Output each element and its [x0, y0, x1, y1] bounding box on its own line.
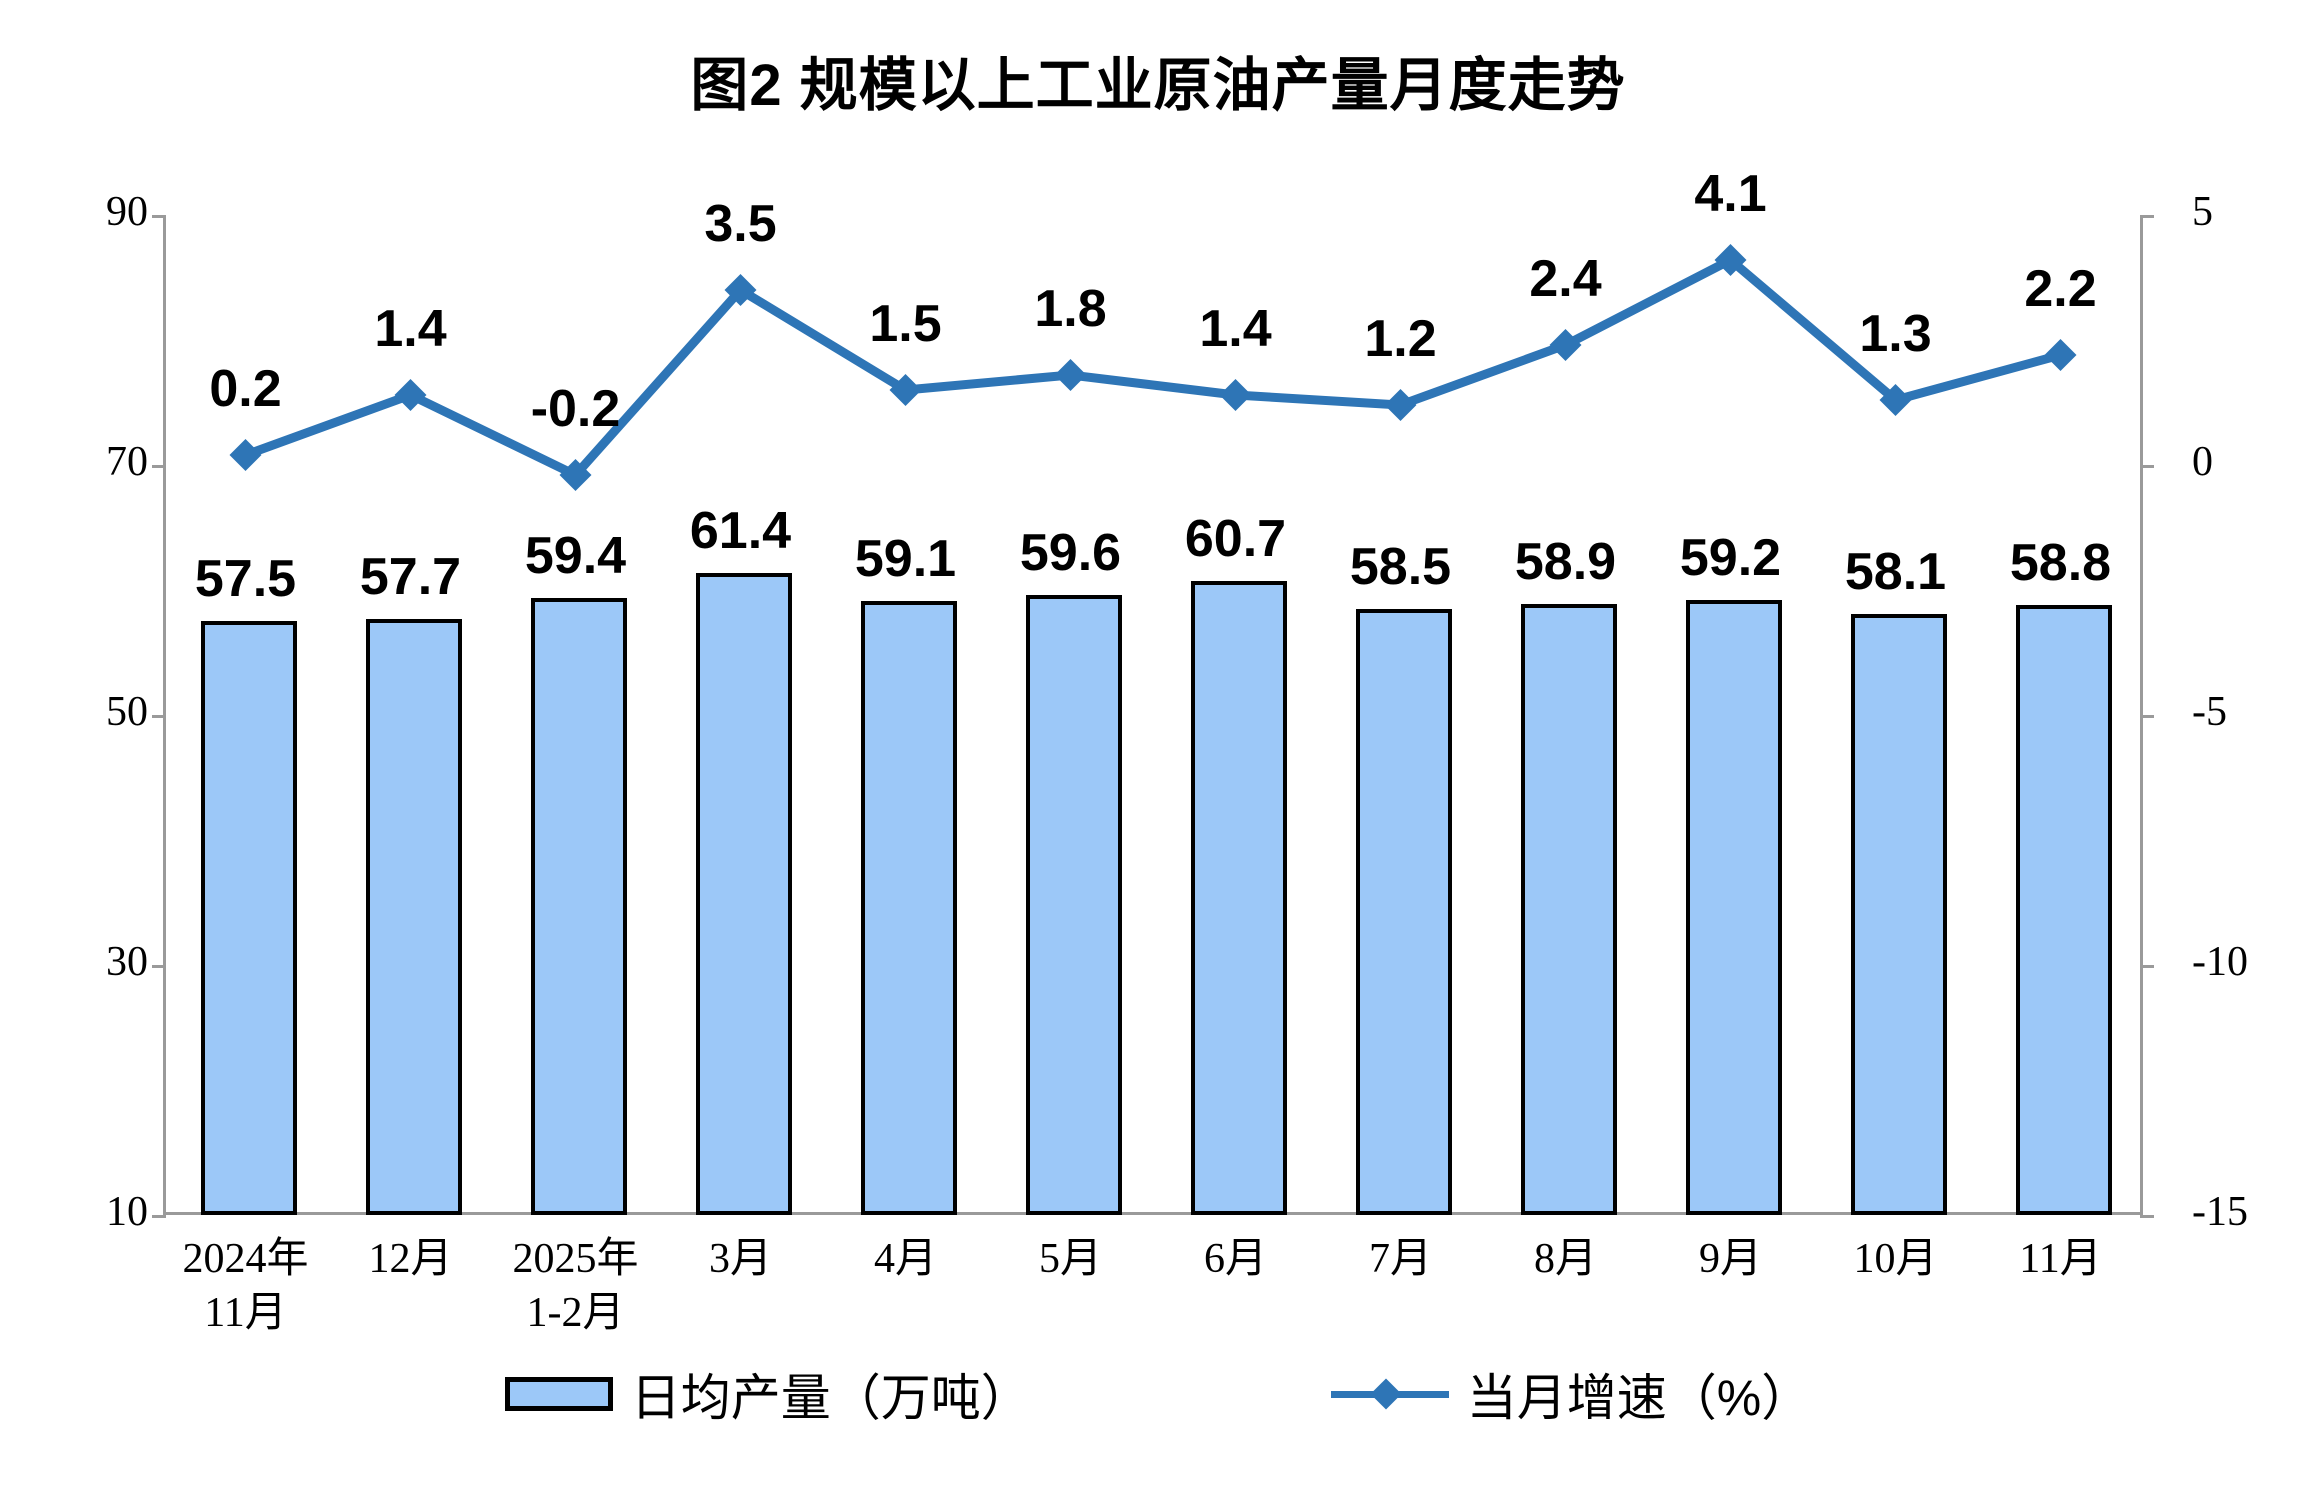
x-axis-category-label: 2025年 1-2月: [512, 1236, 639, 1336]
bar-value-label: 59.6: [1019, 524, 1122, 582]
y-axis-right-tick-mark: [2140, 215, 2154, 218]
line-value-label: 1.8: [1034, 280, 1107, 338]
bar: [1190, 581, 1287, 1215]
x-axis-category-label: 3月: [708, 1236, 772, 1282]
x-axis-category-label: 6月: [1203, 1236, 1267, 1282]
bar: [530, 597, 627, 1215]
line-value-label: 2.2: [2024, 260, 2097, 318]
bar: [1685, 600, 1782, 1215]
line-value-label: 1.3: [1859, 305, 1932, 363]
chart-legend: 日均产量（万吨） 当月增速（%）: [0, 1358, 2316, 1430]
line-value-label: 0.2: [209, 360, 282, 418]
line-marker-diamond: [559, 459, 592, 491]
legend-label-growth-rate: 当月增速（%）: [1466, 1370, 1812, 1426]
line-marker-diamond: [1384, 389, 1417, 421]
y-axis-right: 5 0 -5 -10 -15: [2166, 189, 2286, 1235]
y-axis-right-tick: -5: [2192, 689, 2227, 735]
bar-value-label: 57.5: [194, 550, 297, 609]
line-marker-diamond: [889, 374, 922, 406]
bar: [860, 601, 957, 1215]
x-axis-category-label: 12月: [368, 1236, 453, 1282]
bar-value-label: 60.7: [1184, 510, 1287, 569]
y-axis-left: 90 70 50 30 10: [28, 189, 148, 1235]
y-axis-right-tick-mark: [2140, 1215, 2154, 1218]
bar-value-label: 59.2: [1679, 529, 1782, 587]
y-axis-right-tick: -10: [2192, 939, 2248, 985]
line-marker-diamond: [394, 379, 427, 411]
y-axis-left-tick: 30: [106, 939, 148, 985]
x-axis-category-label: 9月: [1698, 1236, 1762, 1282]
bar-value-label: 58.5: [1349, 537, 1452, 596]
x-axis-category-label: 5月: [1038, 1236, 1102, 1282]
bar: [1850, 613, 1947, 1215]
line-value-label: 1.4: [374, 300, 447, 358]
y-axis-left-tick: 10: [106, 1189, 148, 1235]
x-axis-category-label: 4月: [873, 1236, 937, 1282]
line-value-label: 4.1: [1694, 165, 1767, 223]
legend-item-growth-rate: 当月增速（%）: [1330, 1358, 1812, 1430]
line-marker-diamond: [1714, 244, 1747, 276]
y-axis-left-tick-mark: [152, 465, 166, 468]
chart-title: 图2 规模以上工业原油产量月度走势: [690, 53, 1626, 118]
y-axis-right-tick: -15: [2192, 1189, 2248, 1235]
x-axis-category-label: 7月: [1368, 1236, 1432, 1282]
line-marker-diamond: [724, 274, 757, 306]
line-diamond-swatch-icon: [1330, 1377, 1449, 1411]
growth-rate-line-series: [229, 244, 2077, 491]
plot-area: [152, 215, 2154, 1218]
x-axis-category-label: 11月: [2019, 1236, 2102, 1282]
x-axis-category-label: 2024年 11月: [182, 1236, 309, 1336]
bar: [1355, 608, 1452, 1215]
y-axis-right-tick-mark: [2140, 465, 2154, 468]
line-marker-diamond: [1054, 359, 1087, 391]
bar-swatch-icon: [504, 1377, 613, 1411]
line-marker-diamond: [1549, 329, 1582, 361]
bar: [1520, 603, 1617, 1215]
line-value-label: 3.5: [704, 195, 777, 253]
line-value-label: 1.4: [1199, 300, 1272, 358]
line-marker-diamond: [1879, 384, 1912, 416]
y-axis-right-tick-mark: [2140, 715, 2154, 718]
y-axis-left-tick-mark: [152, 965, 166, 968]
y-axis-left-tick: 70: [106, 439, 148, 485]
bar: [1025, 595, 1122, 1215]
legend-item-daily-output: 日均产量（万吨）: [504, 1358, 1031, 1430]
line-marker-diamond: [229, 439, 262, 471]
bar-value-label: 61.4: [689, 501, 792, 560]
y-axis-left-tick-mark: [152, 715, 166, 718]
bar-value-label: 59.4: [524, 526, 627, 585]
y-axis-left-tick: 50: [106, 689, 148, 735]
y-axis-left-tick-mark: [152, 1215, 166, 1218]
y-axis-left-tick: 90: [106, 189, 148, 235]
line-value-label: -0.2: [530, 380, 621, 438]
bar-value-label: 58.1: [1844, 542, 1947, 601]
bar-value-label: 58.9: [1514, 532, 1617, 591]
bar: [2015, 605, 2112, 1215]
line-marker-diamond: [2044, 339, 2077, 371]
bar: [695, 572, 792, 1215]
y-axis-right-tick-mark: [2140, 965, 2154, 968]
line-marker-diamond: [1219, 379, 1252, 411]
legend-label-daily-output: 日均产量（万吨）: [630, 1370, 1031, 1426]
growth-rate-line: [243, 254, 2062, 481]
x-axis-category-label: 10月: [1853, 1236, 1938, 1282]
y-axis-right-tick: 5: [2192, 189, 2213, 235]
bar-value-label: 57.7: [359, 547, 462, 606]
y-axis-right-tick: 0: [2192, 439, 2213, 485]
bar-value-label: 59.1: [854, 530, 957, 589]
bar: [200, 621, 297, 1215]
bar: [365, 618, 462, 1215]
line-value-label: 1.5: [869, 295, 942, 353]
bar-value-label: 58.8: [2009, 534, 2112, 592]
x-axis-category-label: 8月: [1533, 1236, 1597, 1282]
line-value-label: 2.4: [1529, 250, 1602, 308]
line-value-label: 1.2: [1364, 310, 1437, 368]
y-axis-left-tick-mark: [152, 215, 166, 218]
